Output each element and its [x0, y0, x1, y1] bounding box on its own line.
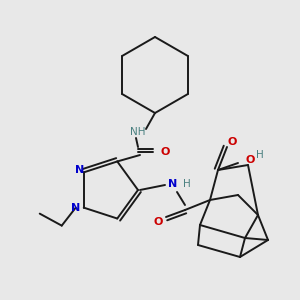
Text: NH: NH [130, 127, 146, 137]
Text: N: N [75, 165, 84, 176]
Text: O: O [160, 147, 170, 157]
Text: N: N [168, 179, 178, 189]
Text: H: H [183, 179, 191, 189]
Text: H: H [256, 150, 264, 160]
Text: N: N [71, 202, 80, 213]
Text: O: O [153, 217, 163, 227]
Text: O: O [227, 137, 237, 147]
Text: O: O [245, 155, 255, 165]
